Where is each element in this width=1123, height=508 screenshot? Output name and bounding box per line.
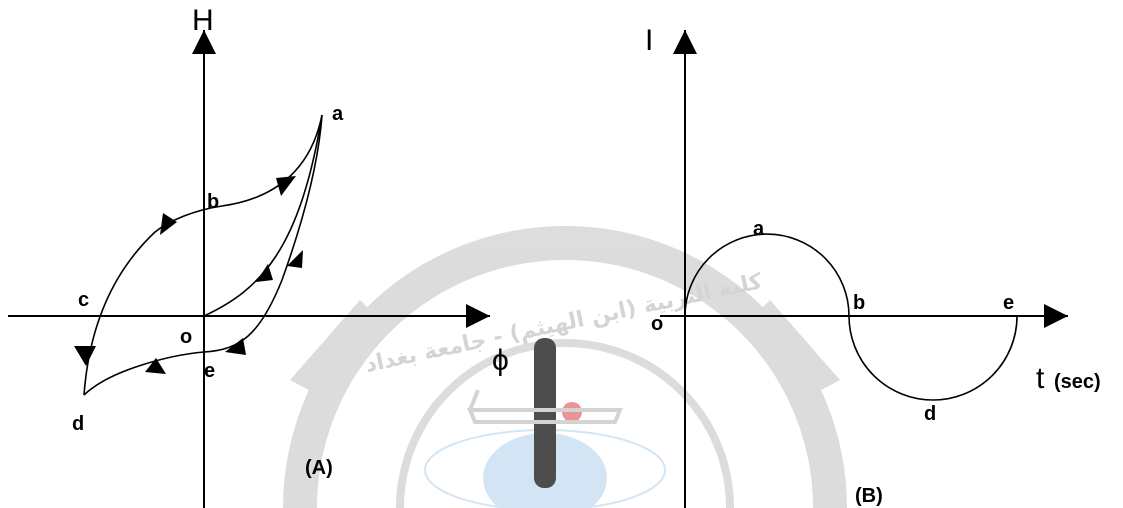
panel-b-point-a: a xyxy=(753,218,765,240)
panel-a-arrow-7 xyxy=(287,250,303,268)
panel-a-arrow-5 xyxy=(225,338,246,355)
panel-a-horizontal-axis-label: ϕ xyxy=(492,344,509,377)
panel-a-caption: (A) xyxy=(305,457,333,479)
panel-a-point-d: d xyxy=(72,413,84,435)
panel-b-point-e: e xyxy=(1003,292,1014,314)
watermark-letter-shape xyxy=(467,389,623,424)
panel-b-vertical-axis-label: I xyxy=(645,24,653,57)
panel-b-horizontal-axis-label: t xyxy=(1036,362,1045,395)
panel-b-point-o: o xyxy=(651,313,663,335)
panel-a-point-a: a xyxy=(332,103,344,125)
panel-a-point-c: c xyxy=(78,289,89,311)
panel-a-arrow-6 xyxy=(256,264,273,282)
panel-b-point-d: d xyxy=(924,403,936,425)
panel-a-arrow-3 xyxy=(74,346,96,366)
panel-b-caption: (B) xyxy=(855,485,883,507)
panel-a-curve-a-to-d xyxy=(83,114,323,396)
panel-a-curve-o-to-a xyxy=(203,114,323,317)
watermark-pen xyxy=(534,338,556,488)
panel-a-arrow-4 xyxy=(145,358,166,374)
panel-a-arrow-2 xyxy=(160,213,177,235)
watermark: كلية التربية (ابن الهيثم) - جامعة بغداد xyxy=(283,226,847,508)
panel-a-point-e: e xyxy=(204,360,215,382)
watermark-outer-ring xyxy=(283,226,847,508)
panel-b: I t (sec) a b d e o (B) xyxy=(645,24,1101,508)
panel-b-horizontal-axis-unit: (sec) xyxy=(1054,371,1101,393)
panel-a-arrow-1 xyxy=(276,176,296,196)
panel-a-vertical-axis-label: H xyxy=(192,4,214,37)
panel-a-point-o: o xyxy=(180,326,192,348)
watermark-right-bracket xyxy=(750,300,840,395)
panel-a-curve-d-to-a xyxy=(83,114,323,396)
watermark-inner-ring xyxy=(396,339,734,508)
panel-b-point-b: b xyxy=(853,292,865,314)
panel-a-point-b: b xyxy=(207,191,219,213)
panel-b-positive-pulse xyxy=(684,233,850,317)
panel-a: H ϕ a b c d e o (A) xyxy=(8,4,509,508)
panel-b-negative-pulse xyxy=(848,315,1018,401)
watermark-left-bracket xyxy=(290,300,380,395)
